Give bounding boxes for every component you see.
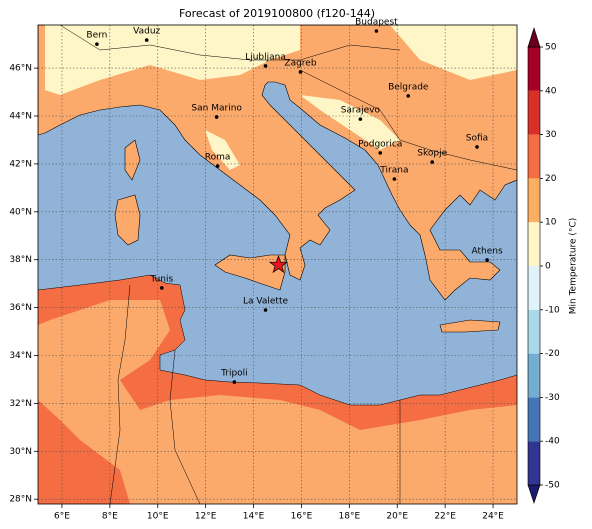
map-title: Forecast of 2019100800 (f120-144)	[179, 7, 375, 20]
country-border	[169, 349, 201, 504]
city-label: Zagreb	[284, 58, 316, 68]
colorbar-segment	[528, 397, 540, 442]
city-label: Roma	[205, 153, 231, 163]
crete	[439, 319, 501, 333]
x-tick-label: 18°E	[339, 512, 361, 522]
x-tick-label: 10°E	[147, 512, 169, 522]
colorbar-label: Min Temperature (°C)	[569, 218, 579, 315]
city-marker	[263, 64, 268, 68]
colorbar-tick-label: 30	[545, 130, 557, 140]
apennine-cool-zone	[205, 130, 240, 170]
city-marker	[263, 308, 268, 312]
city-marker	[215, 164, 220, 168]
colorbar-tick-label: 10	[545, 218, 557, 228]
x-tick-label: 22°E	[434, 512, 456, 522]
city-marker	[475, 145, 479, 149]
sardinia	[114, 194, 141, 246]
city-label: Sarajevo	[341, 106, 381, 116]
city-marker	[430, 160, 435, 164]
colorbar-tick-label: -30	[545, 393, 560, 403]
colorbar-tick-label: -20	[545, 349, 560, 359]
sicily	[214, 254, 286, 291]
y-tick-label: 44°N	[9, 112, 32, 122]
map-frame	[37, 24, 518, 505]
corsica	[124, 139, 141, 181]
colorbar-tick-label: -50	[545, 481, 560, 491]
pannonian-cool-zone	[390, 25, 517, 80]
y-tick-label: 40°N	[9, 207, 32, 217]
balkan-cool-zone	[300, 95, 400, 150]
colorbar-segment	[528, 222, 540, 266]
y-tick-label: 36°N	[9, 303, 32, 313]
x-tick-label: 20°E	[386, 512, 408, 522]
x-tick-label: 12°E	[195, 512, 217, 522]
city-label: Ljubljana	[245, 52, 286, 62]
city-label: Athens	[471, 246, 502, 256]
x-tick-label: 14°E	[243, 512, 265, 522]
colorbar-segment	[528, 353, 540, 398]
city-label: Podgorica	[358, 139, 402, 149]
city-label: La Valette	[243, 297, 288, 307]
colorbar-segment	[528, 90, 540, 135]
colorbar-extend-high	[527, 27, 541, 48]
city-label: Tripoli	[220, 369, 248, 379]
city-label: Belgrade	[388, 82, 429, 92]
alps-cool-zone	[45, 25, 300, 95]
x-tick-label: 24°E	[482, 512, 504, 522]
y-tick-label: 46°N	[9, 64, 32, 74]
city-label: Bern	[86, 31, 107, 41]
y-tick-label: 38°N	[9, 255, 32, 265]
colorbar-tick-label: 0	[545, 262, 551, 272]
colorbar-tick-label: -10	[545, 305, 560, 315]
city-marker	[160, 286, 164, 290]
x-tick-label: 16°E	[291, 512, 313, 522]
city-marker	[374, 29, 379, 33]
colorbar-segment	[528, 178, 540, 223]
city-label: Tirana	[379, 165, 408, 175]
city-marker	[95, 42, 99, 46]
europe-land	[38, 25, 517, 301]
africa-coast	[38, 274, 517, 406]
y-tick-label: 30°N	[9, 447, 32, 457]
y-tick-label: 34°N	[9, 351, 32, 361]
colorbar-segment	[528, 266, 540, 310]
city-marker	[214, 115, 219, 119]
city-label: Skopje	[417, 148, 447, 158]
colorbar-tick-label: 50	[545, 43, 557, 53]
city-label: Budapest	[355, 17, 398, 27]
colorbar-segment	[528, 309, 540, 354]
country-border	[59, 25, 401, 61]
city-marker	[485, 258, 489, 262]
city-marker	[392, 177, 397, 181]
colorbar-segment	[528, 441, 540, 485]
country-border	[109, 284, 131, 504]
colorbar-tick-label: 20	[545, 174, 557, 184]
country-border	[299, 69, 517, 171]
city-label: Tunis	[149, 274, 173, 284]
y-tick-label: 42°N	[9, 159, 32, 169]
y-tick-label: 32°N	[9, 399, 32, 409]
y-tick-label: 28°N	[9, 495, 32, 505]
city-marker	[406, 94, 411, 98]
x-tick-label: 8°E	[102, 512, 118, 522]
city-marker	[144, 38, 149, 42]
colorbar-segment	[528, 47, 540, 91]
x-tick-label: 6°E	[54, 512, 70, 522]
colorbar-tick-label: 40	[545, 86, 557, 96]
city-marker	[358, 117, 363, 121]
city-marker	[378, 151, 383, 155]
city-label: Sofia	[466, 133, 488, 143]
city-label: Vaduz	[133, 27, 160, 37]
colorbar-tick-label: -40	[545, 437, 560, 447]
colorbar-extend-low	[527, 484, 541, 504]
city-marker	[298, 70, 303, 74]
city-label: San Marino	[191, 103, 242, 113]
city-marker	[232, 380, 237, 384]
event-star	[268, 254, 289, 274]
colorbar-segment	[528, 134, 540, 179]
